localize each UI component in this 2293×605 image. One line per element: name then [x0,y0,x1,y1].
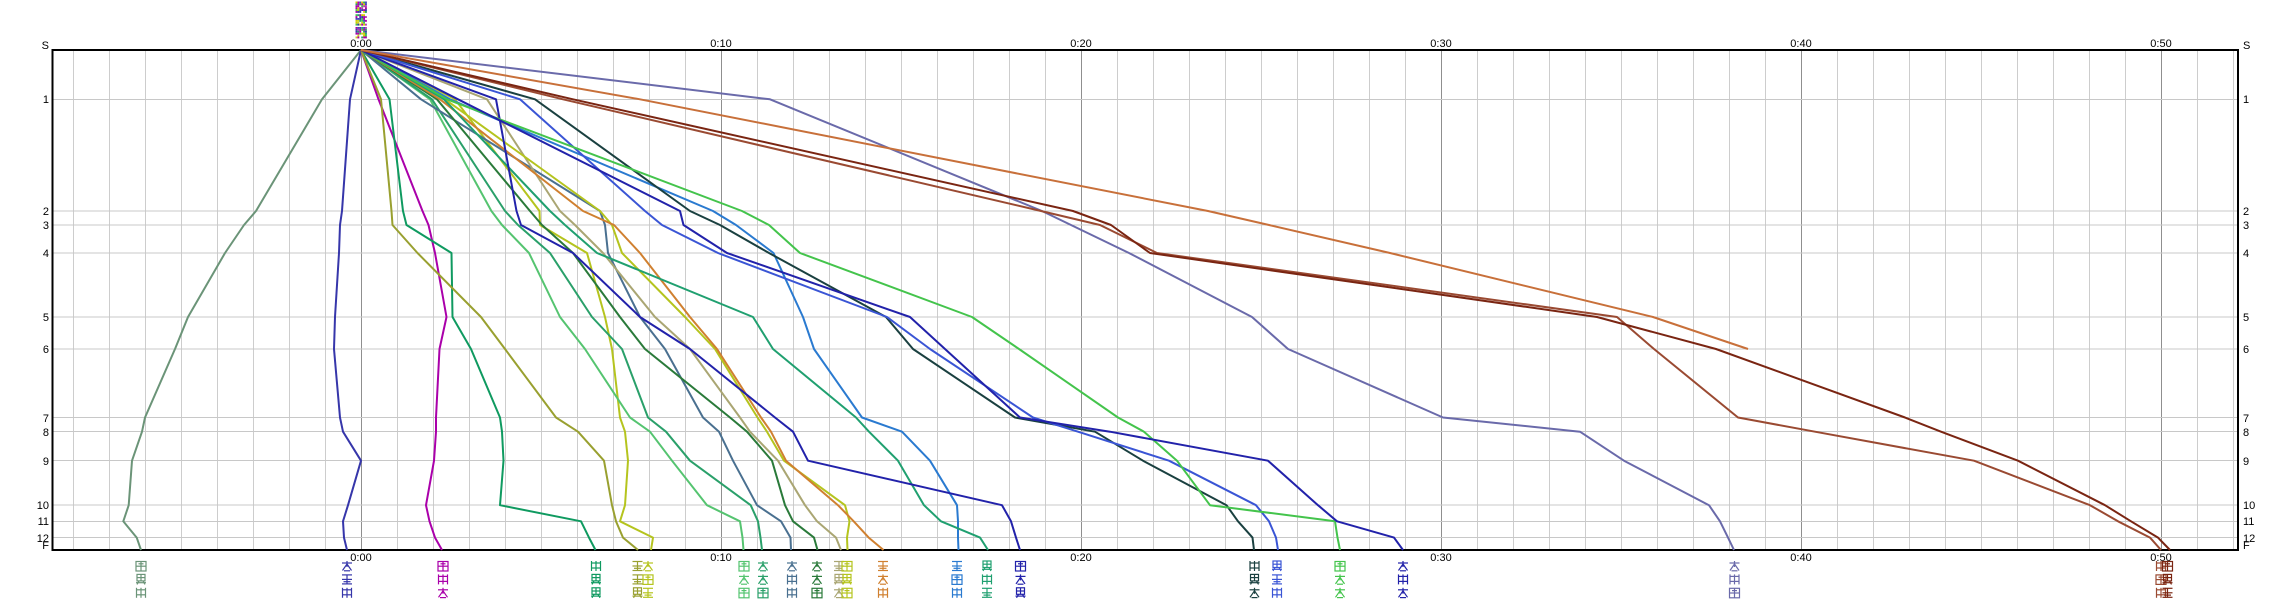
svg-text:0:50: 0:50 [2150,38,2171,50]
svg-text:9: 9 [43,456,49,468]
svg-text:5: 5 [43,312,49,324]
svg-text:12: 12 [37,533,49,545]
svg-text:S: S [2243,40,2250,52]
svg-text:3: 3 [2243,220,2249,232]
svg-text:S: S [42,40,49,52]
svg-text:0:30: 0:30 [1430,552,1451,564]
svg-text:3: 3 [43,220,49,232]
svg-text:4: 4 [2243,248,2249,260]
svg-text:0:00: 0:00 [350,552,371,564]
svg-text:7: 7 [2243,413,2249,425]
svg-text:11: 11 [2243,516,2254,528]
svg-text:0:10: 0:10 [710,552,731,564]
svg-text:2: 2 [2243,206,2249,218]
svg-text:12: 12 [2243,533,2255,545]
svg-text:11: 11 [38,516,49,528]
svg-text:1: 1 [43,94,49,106]
svg-text:F: F [2243,540,2250,552]
svg-text:2: 2 [43,206,49,218]
svg-text:1: 1 [2243,94,2249,106]
svg-text:0:10: 0:10 [710,38,731,50]
svg-text:8: 8 [43,427,49,439]
svg-text:10: 10 [37,500,49,512]
svg-text:5: 5 [2243,312,2249,324]
svg-text:0:40: 0:40 [1790,38,1811,50]
svg-text:0:40: 0:40 [1790,552,1811,564]
svg-text:4: 4 [43,248,49,260]
svg-text:0:30: 0:30 [1430,38,1451,50]
svg-text:9: 9 [2243,456,2249,468]
svg-text:10: 10 [2243,500,2255,512]
svg-text:6: 6 [2243,344,2249,356]
svg-text:7: 7 [43,413,49,425]
svg-text:6: 6 [43,344,49,356]
svg-text:0:20: 0:20 [1070,552,1091,564]
svg-text:0:00: 0:00 [350,38,371,50]
svg-text:8: 8 [2243,427,2249,439]
svg-text:0:20: 0:20 [1070,38,1091,50]
svg-text:F: F [42,540,49,552]
